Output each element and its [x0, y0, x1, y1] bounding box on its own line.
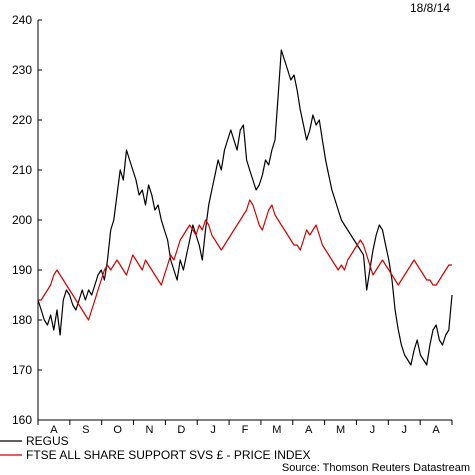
x-tick-label: D	[177, 424, 185, 436]
x-tick-label: J	[210, 424, 216, 436]
y-tick-label: 200	[12, 213, 32, 227]
x-tick-label: M	[272, 424, 281, 436]
x-tick-label: A	[432, 424, 440, 436]
y-tick-label: 240	[12, 13, 32, 27]
x-tick-label: A	[305, 424, 313, 436]
y-tick-label: 190	[12, 263, 32, 277]
y-tick-label: 210	[12, 163, 32, 177]
x-tick-label: O	[113, 424, 122, 436]
date-label: 18/8/14	[410, 1, 450, 15]
x-tick-label: J	[401, 424, 407, 436]
legend-label-ftse: FTSE ALL SHARE SUPPORT SVS £ - PRICE IND…	[26, 448, 311, 462]
y-tick-label: 230	[12, 63, 32, 77]
y-tick-label: 220	[12, 113, 32, 127]
x-tick-label: A	[50, 424, 58, 436]
x-tick-label: M	[336, 424, 345, 436]
y-tick-label: 170	[12, 363, 32, 377]
x-tick-label: S	[82, 424, 89, 436]
x-tick-label: N	[145, 424, 153, 436]
x-tick-label: F	[242, 424, 249, 436]
x-tick-label: J	[370, 424, 376, 436]
y-tick-label: 160	[12, 413, 32, 427]
plot-lines	[37, 49, 453, 366]
y-axis: 160 170 180 190 200 210 220 230 240	[12, 13, 42, 427]
series-line-ftse	[38, 199, 452, 321]
legend: REGUS FTSE ALL SHARE SUPPORT SVS £ - PRI…	[0, 434, 311, 462]
source-note: Source: Thomson Reuters Datastream	[282, 462, 470, 474]
y-tick-label: 180	[12, 313, 32, 327]
legend-label-regus: REGUS	[26, 434, 69, 448]
series-line-regus	[37, 49, 453, 366]
